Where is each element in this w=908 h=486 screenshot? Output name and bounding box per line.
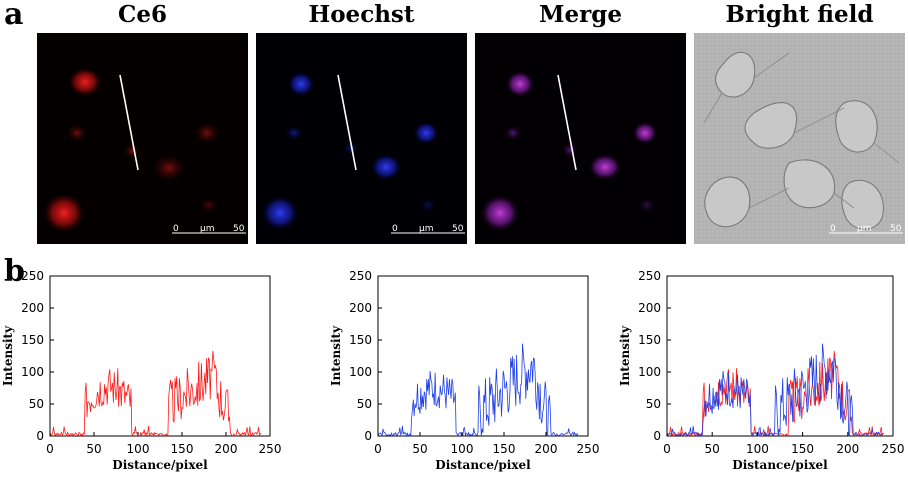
y-tick-label: 250 xyxy=(21,269,44,283)
y-tick-label: 150 xyxy=(638,333,661,347)
y-tick-label: 150 xyxy=(349,333,372,347)
x-tick-label: 250 xyxy=(577,442,600,456)
x-tick-label: 50 xyxy=(412,442,427,456)
y-axis-label: Intensity xyxy=(1,325,15,386)
y-tick-label: 50 xyxy=(29,397,44,411)
series-line-red xyxy=(49,350,262,438)
title-ce6: Ce6 xyxy=(118,1,167,28)
scale-unit: μm xyxy=(200,224,215,234)
x-tick-label: 250 xyxy=(882,442,905,456)
y-tick-label: 100 xyxy=(638,365,661,379)
y-tick-label: 200 xyxy=(349,301,372,315)
y-tick-label: 0 xyxy=(653,429,661,443)
x-tick-label: 0 xyxy=(46,442,54,456)
plot-frame xyxy=(49,275,271,437)
scale-unit: μm xyxy=(857,224,872,234)
series-line-blue xyxy=(377,343,580,438)
plot-frame xyxy=(377,275,589,437)
x-tick-label: 0 xyxy=(663,442,671,456)
intensity-chart-ce6: 0 50 100 150 200 250 0 50 100 150 200 250 Distance/p… xyxy=(1,269,282,472)
x-tick-label: 100 xyxy=(127,442,150,456)
y-tick-label: 200 xyxy=(21,301,44,315)
scale-unit: μm xyxy=(419,224,434,234)
title-bright-field: Bright field xyxy=(725,1,874,28)
scale-start: 0 xyxy=(173,224,179,234)
x-tick-label: 200 xyxy=(535,442,558,456)
x-tick-label: 50 xyxy=(86,442,101,456)
hoechst-image: 0 μm 50 xyxy=(256,33,467,244)
y-axis-label: Intensity xyxy=(329,325,343,386)
y-tick-label: 50 xyxy=(646,397,661,411)
x-axis-label: Distance/pixel xyxy=(435,458,531,472)
y-tick-label: 50 xyxy=(357,397,372,411)
y-tick-label: 0 xyxy=(36,429,44,443)
x-tick-label: 200 xyxy=(215,442,238,456)
y-tick-label: 150 xyxy=(21,333,44,347)
panel-label-b: b xyxy=(4,254,25,289)
x-tick-label: 150 xyxy=(791,442,814,456)
y-tick-label: 250 xyxy=(349,269,372,283)
scale-end: 50 xyxy=(452,224,464,234)
scale-start: 0 xyxy=(392,224,398,234)
x-tick-label: 250 xyxy=(259,442,282,456)
intensity-chart-merge: 0 50 100 150 200 250 0 50 100 150 200 250 Distance/p… xyxy=(618,269,905,472)
y-tick-label: 100 xyxy=(21,365,44,379)
merge-image xyxy=(475,33,686,244)
x-tick-label: 100 xyxy=(746,442,769,456)
x-tick-label: 150 xyxy=(171,442,194,456)
panel-label-a: a xyxy=(4,0,24,32)
x-tick-label: 100 xyxy=(451,442,474,456)
y-tick-label: 0 xyxy=(364,429,372,443)
title-merge: Merge xyxy=(539,1,622,28)
intensity-chart-hoechst: 0 50 100 150 200 250 0 50 100 150 200 250 Distance/p… xyxy=(329,269,600,472)
ce6-image: 0 μm 50 xyxy=(37,33,248,244)
series-line-blue xyxy=(666,343,885,438)
bright-field-image: 0 μm 50 xyxy=(694,33,905,244)
y-tick-label: 200 xyxy=(638,301,661,315)
scale-end: 50 xyxy=(890,224,902,234)
scale-start: 0 xyxy=(830,224,836,234)
y-tick-label: 100 xyxy=(349,365,372,379)
plot-frame xyxy=(666,275,894,437)
x-axis-label: Distance/pixel xyxy=(112,458,208,472)
y-axis-label: Intensity xyxy=(618,325,632,386)
scale-end: 50 xyxy=(233,224,245,234)
x-tick-label: 200 xyxy=(836,442,859,456)
x-axis-label: Distance/pixel xyxy=(732,458,828,472)
x-tick-label: 0 xyxy=(374,442,382,456)
x-tick-label: 50 xyxy=(705,442,720,456)
x-tick-label: 150 xyxy=(493,442,516,456)
title-hoechst: Hoechst xyxy=(308,1,415,28)
y-tick-label: 250 xyxy=(638,269,661,283)
